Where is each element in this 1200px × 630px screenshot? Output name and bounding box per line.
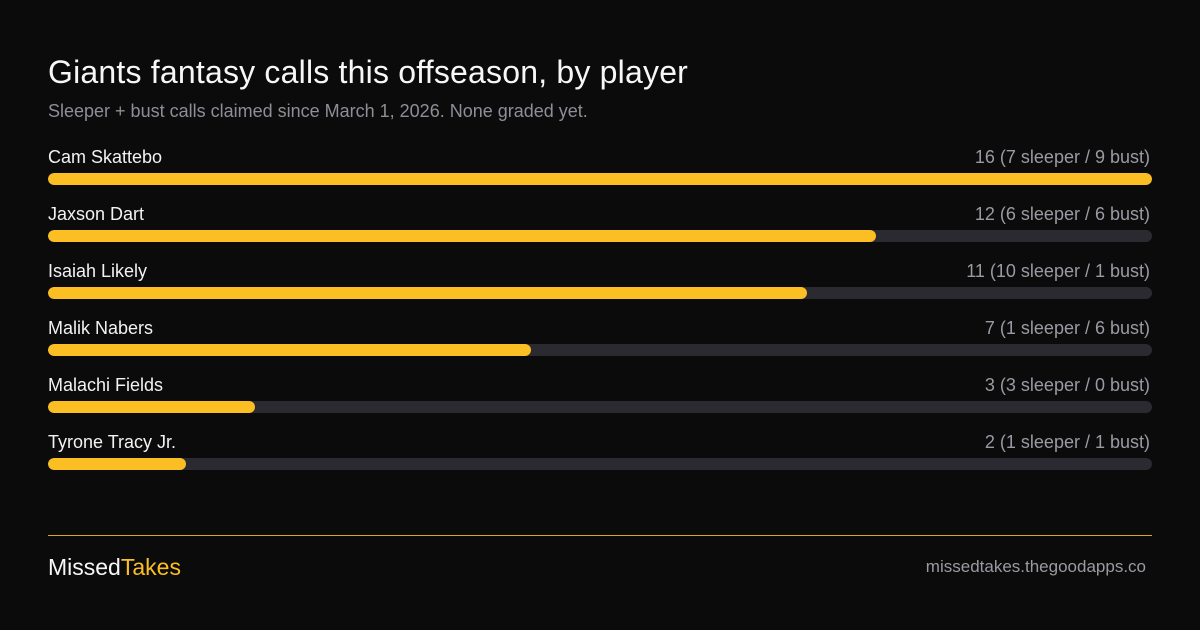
- bar-row: Jaxson Dart 12 (6 sleeper / 6 bust): [48, 200, 1152, 257]
- brand-logo: MissedTakes: [48, 553, 181, 581]
- bar-label: Tyrone Tracy Jr.: [48, 432, 177, 452]
- footer-divider: [48, 535, 1152, 536]
- chart-title: Giants fantasy calls this offseason, by …: [48, 54, 689, 90]
- bar-track: [48, 458, 1152, 470]
- bar-fill: [48, 344, 531, 356]
- bar-label: Malachi Fields: [48, 375, 164, 395]
- bar-value-label: 11 (10 sleeper / 1 bust): [966, 261, 1150, 281]
- bar-value-label: 3 (3 sleeper / 0 bust): [984, 375, 1150, 395]
- bar-value-label: 7 (1 sleeper / 6 bust): [984, 318, 1150, 338]
- bar-label: Malik Nabers: [48, 318, 154, 338]
- bar-row: Malachi Fields 3 (3 sleeper / 0 bust): [48, 371, 1152, 428]
- brand-name-part1: Missed: [48, 554, 121, 580]
- bar-track: [48, 230, 1152, 242]
- bar-track: [48, 344, 1152, 356]
- bar-value-label: 12 (6 sleeper / 6 bust): [974, 204, 1150, 224]
- bar-fill: [48, 230, 876, 242]
- site-url: missedtakes.thegoodapps.co: [925, 557, 1146, 576]
- bar-row: Tyrone Tracy Jr. 2 (1 sleeper / 1 bust): [48, 428, 1152, 485]
- bar-track: [48, 173, 1152, 185]
- bar-value-label: 16 (7 sleeper / 9 bust): [974, 147, 1150, 167]
- bar-track: [48, 287, 1152, 299]
- chart-subtitle: Sleeper + bust calls claimed since March…: [48, 101, 588, 121]
- bar-label: Cam Skattebo: [48, 147, 163, 167]
- bar-label: Isaiah Likely: [48, 261, 148, 281]
- bar-row: Cam Skattebo 16 (7 sleeper / 9 bust): [48, 143, 1152, 200]
- bar-fill: [48, 173, 1152, 185]
- bar-fill: [48, 287, 807, 299]
- bar-fill: [48, 458, 186, 470]
- bar-row: Malik Nabers 7 (1 sleeper / 6 bust): [48, 314, 1152, 371]
- bar-row: Isaiah Likely 11 (10 sleeper / 1 bust): [48, 257, 1152, 314]
- bar-chart: Cam Skattebo 16 (7 sleeper / 9 bust) Jax…: [48, 143, 1152, 485]
- bar-value-label: 2 (1 sleeper / 1 bust): [984, 432, 1150, 452]
- bar-track: [48, 401, 1152, 413]
- bar-label: Jaxson Dart: [48, 204, 145, 224]
- bar-fill: [48, 401, 255, 413]
- brand-name-part2: Takes: [120, 554, 181, 580]
